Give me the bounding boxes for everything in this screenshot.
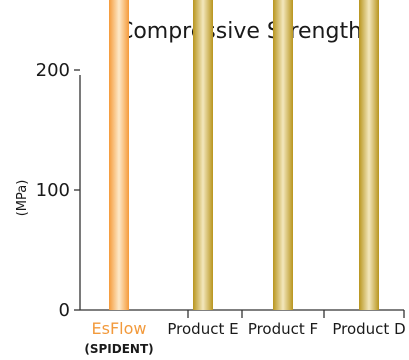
category-label: Product F xyxy=(248,320,318,338)
bar-esflow xyxy=(109,0,129,310)
bar-product-e xyxy=(193,0,213,310)
bar-product-f xyxy=(273,0,293,310)
category-sublabel: (SPIDENT) xyxy=(84,342,153,356)
y-tick-label: 100 xyxy=(36,180,70,201)
y-ticks: 0100200300 xyxy=(36,60,405,321)
category-label: Product D xyxy=(332,320,405,338)
y-tick-label: 200 xyxy=(36,60,70,81)
category-label: EsFlow xyxy=(92,319,147,338)
bar-product-d xyxy=(359,0,379,310)
category-labels: EsFlow Product E Product F Product D (SPIDEN… xyxy=(84,319,405,356)
bars: 334380334324 xyxy=(109,0,379,310)
y-tick-label: 0 xyxy=(59,300,70,321)
chart-title: Compressive Strength xyxy=(118,19,362,44)
category-label: Product E xyxy=(167,320,238,338)
y-axis-label: (MPa) xyxy=(15,180,30,217)
